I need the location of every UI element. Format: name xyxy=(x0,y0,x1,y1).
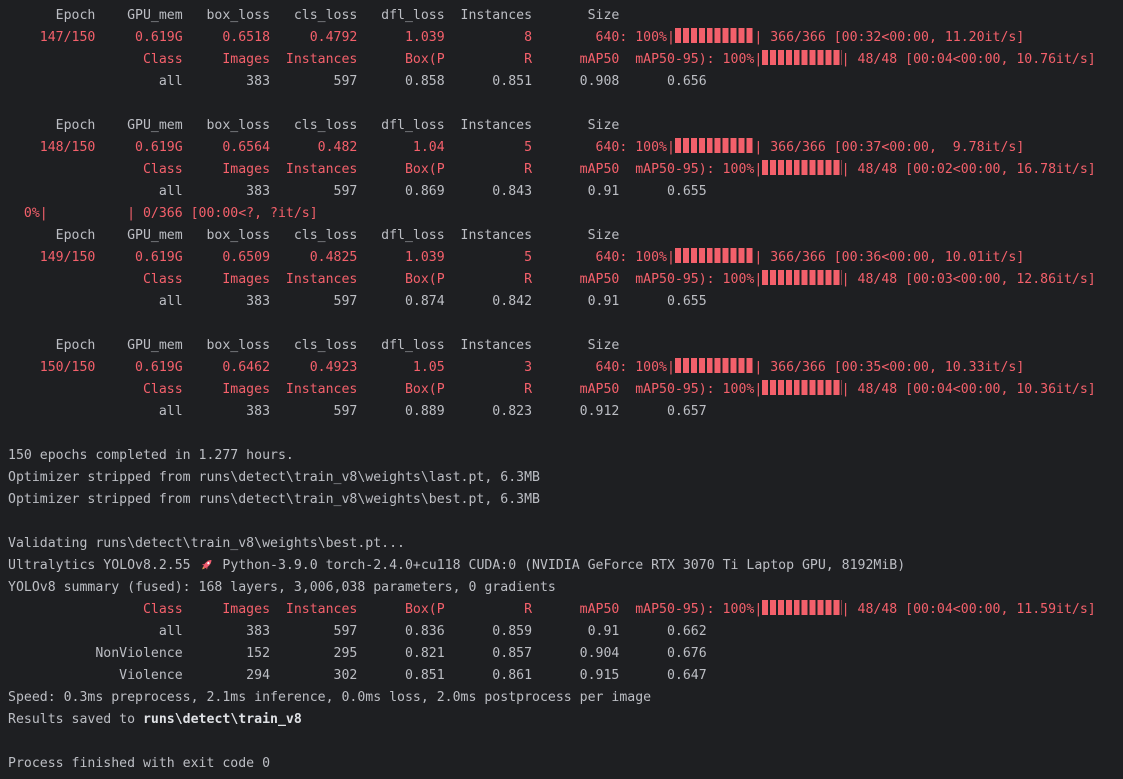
terminal-text: all 383 597 0.889 0.823 0.912 0.657 xyxy=(8,404,707,419)
terminal-text: Results saved to xyxy=(8,712,143,727)
progress-bar xyxy=(762,270,842,285)
terminal-text: 147/150 0.619G 0.6518 0.4792 1.039 8 640… xyxy=(8,30,675,45)
terminal-text: Epoch GPU_mem box_loss cls_loss dfl_loss… xyxy=(8,338,620,353)
terminal-text: | 48/48 [00:02<00:00, 16.78it/s] xyxy=(841,162,1096,177)
terminal-line xyxy=(8,731,1123,753)
terminal-text: Epoch GPU_mem box_loss cls_loss dfl_loss… xyxy=(8,8,620,23)
progress-bar xyxy=(674,358,755,373)
terminal-line: Class Images Instances Box(P R mAP50 mAP… xyxy=(8,269,1123,291)
terminal-line: Speed: 0.3ms preprocess, 2.1ms inference… xyxy=(8,687,1123,709)
terminal-text: Epoch GPU_mem box_loss cls_loss dfl_loss… xyxy=(8,228,620,243)
terminal-line: Epoch GPU_mem box_loss cls_loss dfl_loss… xyxy=(8,115,1123,137)
terminal-line: 0%| | 0/366 [00:00<?, ?it/s] xyxy=(8,203,1123,225)
progress-bar xyxy=(762,50,842,65)
terminal-text: Class Images Instances Box(P R mAP50 mAP… xyxy=(8,272,763,287)
terminal-line: Class Images Instances Box(P R mAP50 mAP… xyxy=(8,49,1123,71)
terminal-line: Epoch GPU_mem box_loss cls_loss dfl_loss… xyxy=(8,5,1123,27)
terminal-line: NonViolence 152 295 0.821 0.857 0.904 0.… xyxy=(8,643,1123,665)
terminal-line: Class Images Instances Box(P R mAP50 mAP… xyxy=(8,379,1123,401)
progress-bar xyxy=(674,248,755,263)
terminal-text: 148/150 0.619G 0.6564 0.482 1.04 5 640: … xyxy=(8,140,675,155)
terminal-text: Optimizer stripped from runs\detect\trai… xyxy=(8,492,540,507)
terminal-line xyxy=(8,93,1123,115)
terminal-text: 149/150 0.619G 0.6509 0.4825 1.039 5 640… xyxy=(8,250,675,265)
terminal-text: | 48/48 [00:03<00:00, 12.86it/s] xyxy=(841,272,1096,287)
terminal-text: Epoch GPU_mem box_loss cls_loss dfl_loss… xyxy=(8,118,620,133)
terminal-text: 150 epochs completed in 1.277 hours. xyxy=(8,448,294,463)
terminal-line: Violence 294 302 0.851 0.861 0.915 0.647 xyxy=(8,665,1123,687)
terminal-text: Ultralytics YOLOv8.2.55 xyxy=(8,558,199,573)
terminal-text: YOLOv8 summary (fused): 168 layers, 3,00… xyxy=(8,580,556,595)
terminal-line: 150 epochs completed in 1.277 hours. xyxy=(8,445,1123,467)
terminal-line: all 383 597 0.858 0.851 0.908 0.656 xyxy=(8,71,1123,93)
terminal-text: | 366/366 [00:35<00:00, 10.33it/s] xyxy=(754,360,1025,375)
terminal-text: Class Images Instances Box(P R mAP50 mAP… xyxy=(8,602,763,617)
terminal-text: Validating runs\detect\train_v8\weights\… xyxy=(8,536,405,551)
rocket-icon xyxy=(199,555,215,577)
terminal-line: all 383 597 0.869 0.843 0.91 0.655 xyxy=(8,181,1123,203)
progress-bar xyxy=(674,138,755,153)
terminal-line: all 383 597 0.836 0.859 0.91 0.662 xyxy=(8,621,1123,643)
terminal-text: runs\detect\train_v8 xyxy=(142,712,302,727)
terminal-line: Class Images Instances Box(P R mAP50 mAP… xyxy=(8,159,1123,181)
terminal-text: Class Images Instances Box(P R mAP50 mAP… xyxy=(8,382,763,397)
terminal-text: all 383 597 0.858 0.851 0.908 0.656 xyxy=(8,74,707,89)
terminal-text: | 366/366 [00:32<00:00, 11.20it/s] xyxy=(754,30,1025,45)
terminal-text: Violence 294 302 0.851 0.861 0.915 0.647 xyxy=(8,668,707,683)
terminal-text: | 48/48 [00:04<00:00, 10.36it/s] xyxy=(841,382,1096,397)
terminal-text: all 383 597 0.874 0.842 0.91 0.655 xyxy=(8,294,707,309)
terminal-line: 149/150 0.619G 0.6509 0.4825 1.039 5 640… xyxy=(8,247,1123,269)
terminal-text: 150/150 0.619G 0.6462 0.4923 1.05 3 640:… xyxy=(8,360,675,375)
terminal-text: Process finished with exit code 0 xyxy=(8,756,271,771)
terminal-text: all 383 597 0.836 0.859 0.91 0.662 xyxy=(8,624,707,639)
terminal-text: Speed: 0.3ms preprocess, 2.1ms inference… xyxy=(8,690,652,705)
terminal-line: Results saved to runs\detect\train_v8 xyxy=(8,709,1123,731)
terminal-line xyxy=(8,313,1123,335)
terminal-line: all 383 597 0.889 0.823 0.912 0.657 xyxy=(8,401,1123,423)
terminal-line: Class Images Instances Box(P R mAP50 mAP… xyxy=(8,599,1123,621)
terminal-text: Class Images Instances Box(P R mAP50 mAP… xyxy=(8,162,763,177)
terminal-text: 0%| | 0/366 [00:00<?, ?it/s] xyxy=(8,206,318,221)
progress-bar xyxy=(762,600,842,615)
progress-bar xyxy=(762,380,842,395)
terminal-line: Epoch GPU_mem box_loss cls_loss dfl_loss… xyxy=(8,335,1123,357)
terminal-line: all 383 597 0.874 0.842 0.91 0.655 xyxy=(8,291,1123,313)
terminal-text: Python-3.9.0 torch-2.4.0+cu118 CUDA:0 (N… xyxy=(214,558,906,573)
progress-bar xyxy=(762,160,842,175)
terminal-line: Epoch GPU_mem box_loss cls_loss dfl_loss… xyxy=(8,225,1123,247)
terminal-line: Optimizer stripped from runs\detect\trai… xyxy=(8,467,1123,489)
terminal-line: Validating runs\detect\train_v8\weights\… xyxy=(8,533,1123,555)
terminal-line: 148/150 0.619G 0.6564 0.482 1.04 5 640: … xyxy=(8,137,1123,159)
terminal-text: | 366/366 [00:36<00:00, 10.01it/s] xyxy=(754,250,1025,265)
terminal-text: | 366/366 [00:37<00:00, 9.78it/s] xyxy=(754,140,1025,155)
terminal-line: Process finished with exit code 0 xyxy=(8,753,1123,775)
terminal-text: NonViolence 152 295 0.821 0.857 0.904 0.… xyxy=(8,646,707,661)
terminal-line: Optimizer stripped from runs\detect\trai… xyxy=(8,489,1123,511)
terminal-text: Class Images Instances Box(P R mAP50 mAP… xyxy=(8,52,763,67)
terminal-text: | 48/48 [00:04<00:00, 11.59it/s] xyxy=(841,602,1096,617)
terminal-line: 147/150 0.619G 0.6518 0.4792 1.039 8 640… xyxy=(8,27,1123,49)
terminal-line: YOLOv8 summary (fused): 168 layers, 3,00… xyxy=(8,577,1123,599)
terminal-line xyxy=(8,511,1123,533)
terminal-text: Optimizer stripped from runs\detect\trai… xyxy=(8,470,540,485)
terminal-line: 150/150 0.619G 0.6462 0.4923 1.05 3 640:… xyxy=(8,357,1123,379)
progress-bar xyxy=(674,28,755,43)
terminal-text: | 48/48 [00:04<00:00, 10.76it/s] xyxy=(841,52,1096,67)
terminal-line xyxy=(8,423,1123,445)
terminal-line: Ultralytics YOLOv8.2.55 Python-3.9.0 tor… xyxy=(8,555,1123,577)
terminal-text: all 383 597 0.869 0.843 0.91 0.655 xyxy=(8,184,707,199)
